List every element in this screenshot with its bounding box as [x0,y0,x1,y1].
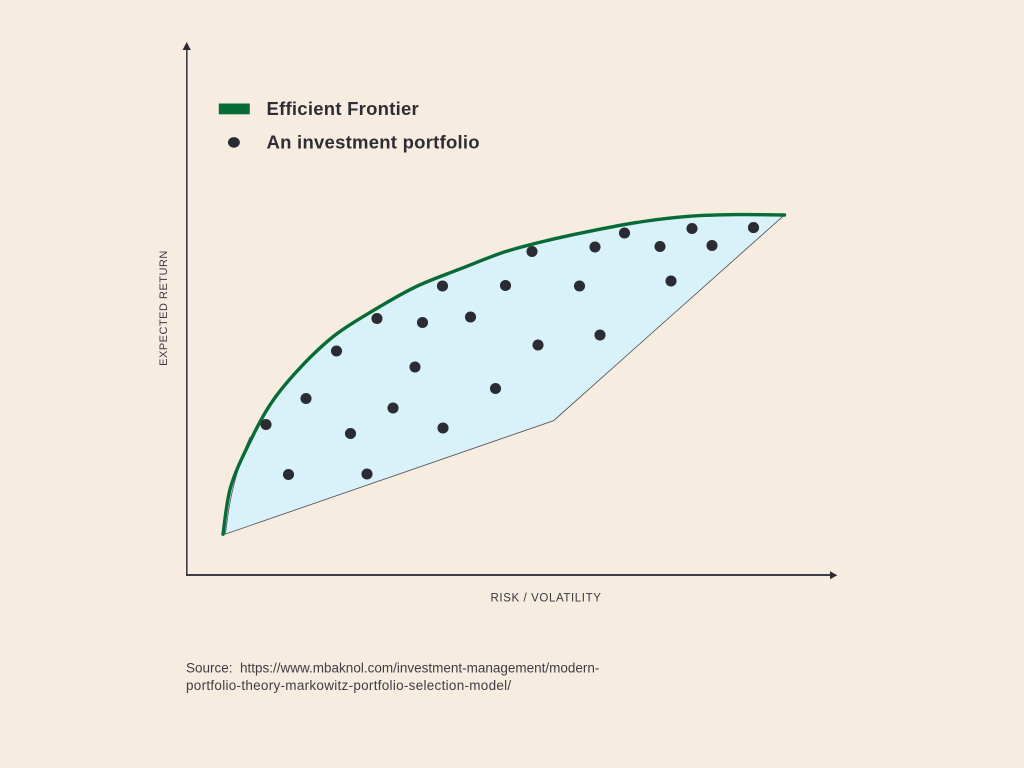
svg-text:EXPECTED RETURN: EXPECTED RETURN [158,250,170,366]
svg-text:Efficient Frontier: Efficient Frontier [267,98,420,119]
svg-text:Source: https://www.mbaknol.c: Source: https://www.mbaknol.com/investme… [186,661,599,676]
svg-text:portfolio-theory-markowitz-por: portfolio-theory-markowitz-portfolio-sel… [186,678,511,693]
svg-text:RISK / VOLATILITY: RISK / VOLATILITY [491,593,602,605]
svg-text:An investment portfolio: An investment portfolio [267,132,480,153]
